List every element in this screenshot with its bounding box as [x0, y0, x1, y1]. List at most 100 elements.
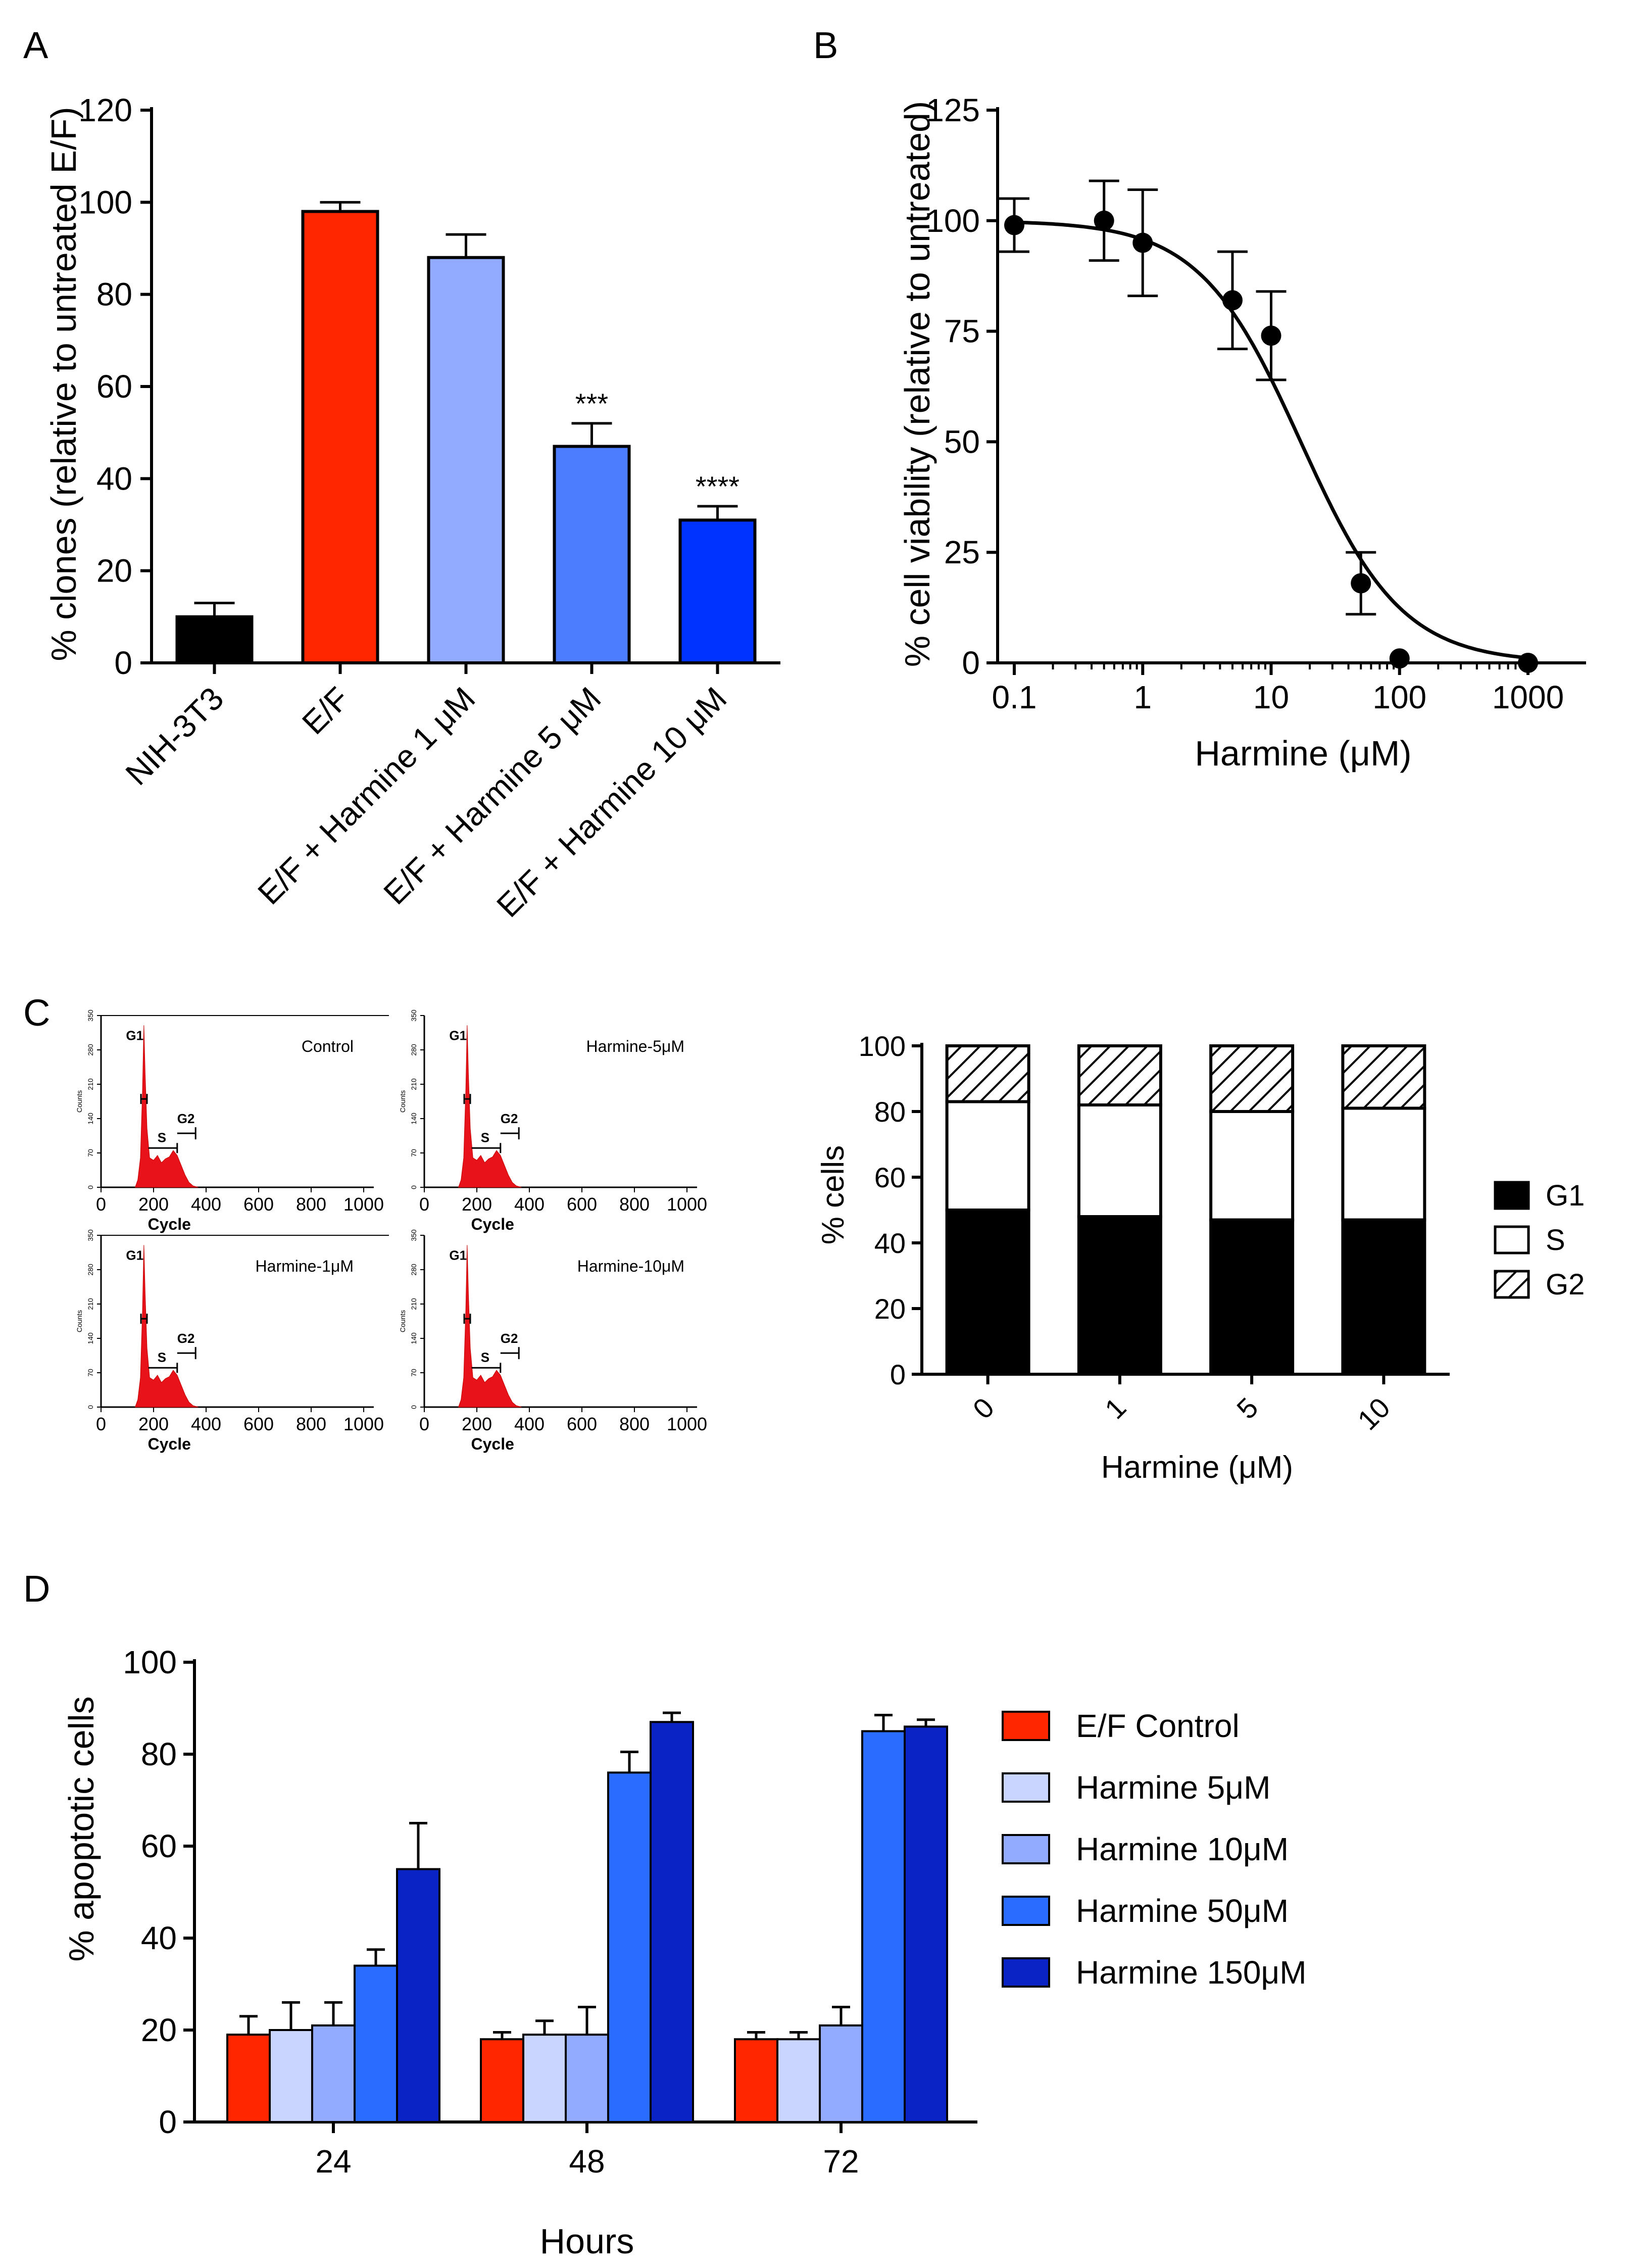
histogram-gate-g2-label: G2 — [177, 1111, 195, 1126]
histogram-gate-g1-label: G1 — [126, 1028, 143, 1043]
panel-a-bar-chart: % clones (relative to untreated E/F) 0 20… — [44, 92, 780, 924]
panel-b-y-tick-label: 75 — [944, 313, 980, 350]
histogram-y-tick-label: 0 — [410, 1405, 418, 1409]
panel-a-x-labels: NIH-3T3 E/FE/F + Harmine 1 μME/F + Harmin… — [119, 663, 733, 924]
panel-a-y-tick-label: 100 — [78, 184, 132, 220]
histogram-shape — [458, 1245, 522, 1408]
panel-d-legend-swatch — [1002, 1834, 1050, 1864]
histogram-y-tick-label: 70 — [86, 1369, 94, 1377]
panel-d-bar — [650, 1721, 694, 2124]
histogram-x-tick-label: 0 — [419, 1414, 429, 1434]
panel-c-bar-segment-g1 — [945, 1209, 1030, 1376]
panel-c-bar-segment-g1 — [1209, 1218, 1295, 1376]
histogram-y-tick-label: 140 — [410, 1113, 418, 1125]
panel-letter-c: C — [23, 992, 50, 1034]
panel-d-plot: 0 20 40 60 80 100 24 48 72 — [123, 1644, 977, 2180]
panel-b-data-point — [1094, 210, 1114, 231]
panel-b-data-point — [1518, 653, 1538, 673]
panel-c-xlabel: Harmine (μM) — [1101, 1450, 1293, 1485]
panel-a-x-tick-label: E/F + Harmine 1 μM — [251, 680, 482, 911]
panel-d-legend-label: Harmine 50μM — [1076, 1893, 1289, 1929]
panel-c-plot: 0 20 40 60 80 100 0 1 5 10 — [859, 1030, 1450, 1436]
histogram-gate-g2-label: G2 — [501, 1111, 518, 1126]
panel-b-ylabel: % cell viability (relative to untreated) — [898, 101, 937, 667]
panel-c-bar-segment-g1 — [1341, 1218, 1426, 1376]
panel-b-xlabel: Harmine (μM) — [1195, 734, 1411, 773]
panel-c-bar-segment-g2 — [1341, 1044, 1426, 1110]
histogram-x-tick-label: 200 — [138, 1414, 169, 1434]
histogram-title: Harmine-5μM — [586, 1037, 684, 1055]
panel-d-legend-swatch — [1002, 1711, 1050, 1741]
panel-b-x-tick-label: 1 — [1133, 679, 1152, 715]
histogram-gate-s-label: S — [158, 1349, 166, 1365]
histogram-y-tick-label: 350 — [410, 1229, 418, 1241]
histogram-gate-s-label: S — [481, 1130, 489, 1145]
panel-a-ylabel: % clones (relative to untreated E/F) — [44, 107, 83, 661]
panel-d-y-tick-label: 40 — [141, 1920, 177, 1956]
panel-d-bar — [480, 2038, 524, 2123]
histogram-y-tick-label: 350 — [86, 1009, 94, 1022]
panel-d-legend: E/F Control Harmine 5μM Harmine 10μM Harmin… — [1002, 1708, 1307, 1991]
histogram-xlabel: Cycle — [471, 1215, 514, 1233]
panel-c-legend-label: G1 — [1546, 1179, 1585, 1212]
histogram-gate-s-label: S — [481, 1349, 489, 1365]
panel-b-x-tick-label: 0.1 — [992, 679, 1037, 715]
histogram-panel: 0 70 140 210 280 350 Counts 0 200 400 600 800 1000 Cy… — [75, 1009, 389, 1233]
panel-c-legend-swatch — [1494, 1225, 1530, 1254]
panel-a-y-tick-label: 80 — [96, 276, 132, 313]
histogram-xlabel: Cycle — [471, 1435, 514, 1453]
histogram-x-tick-label: 0 — [96, 1194, 106, 1215]
panel-d-bar — [734, 2038, 778, 2123]
panel-c-bar-segment-g2 — [945, 1044, 1030, 1103]
panel-d-bar — [819, 2024, 863, 2123]
histogram-y-tick-label: 140 — [410, 1332, 418, 1344]
histogram-title: Harmine-1μM — [256, 1257, 354, 1275]
panel-d-legend-label: Harmine 150μM — [1076, 1954, 1307, 1991]
panel-d-legend-label: Harmine 10μM — [1076, 1831, 1289, 1867]
histogram-x-tick-label: 800 — [296, 1194, 326, 1215]
histogram-gate-s-label: S — [158, 1130, 166, 1145]
histogram-shape — [458, 1025, 522, 1188]
panel-a-y-ticks: 0 20 40 60 80 100 120 — [78, 92, 780, 681]
panel-c-ylabel: % cells — [816, 1145, 851, 1244]
panel-d-bar — [269, 2029, 313, 2123]
panel-d-y-tick-label: 80 — [141, 1736, 177, 1772]
panel-d-legend-swatch — [1002, 1957, 1050, 1988]
panel-c-stacked-bar: % cells Harmine (μM) 0 20 40 60 80 100 0 1 5 10 G… — [816, 1030, 1585, 1485]
panel-c-histograms: 0 70 140 210 280 350 Counts 0 200 400 600 800 1000 Cy… — [75, 1009, 707, 1453]
panel-b-y-tick-label: 100 — [926, 203, 980, 239]
histogram-panel: 0 70 140 210 280 350 Counts 0 200 400 600 800 1000 Cy… — [399, 1229, 707, 1453]
panel-a-x-tick-label: NIH-3T3 — [119, 680, 231, 792]
panel-d-bar — [226, 2034, 271, 2124]
panel-d-legend-label: E/F Control — [1076, 1708, 1240, 1744]
panel-a-significance: *** — [575, 388, 608, 419]
panel-a-y-tick-label: 60 — [96, 368, 132, 405]
panel-b-x-tick-label: 1000 — [1492, 679, 1564, 715]
histogram-x-tick-label: 1000 — [667, 1414, 707, 1434]
panel-d-bar — [396, 1868, 440, 2123]
histogram-x-tick-label: 1000 — [667, 1194, 707, 1215]
panel-b-y-tick-label: 50 — [944, 423, 980, 460]
panel-b-data-point — [1261, 325, 1281, 346]
histogram-x-tick-label: 600 — [567, 1414, 597, 1434]
panel-c-legend-swatch — [1494, 1270, 1530, 1299]
panel-d-x-tick-label: 48 — [569, 2143, 605, 2180]
histogram-x-tick-label: 400 — [191, 1194, 221, 1215]
panel-d-bar — [776, 2038, 821, 2123]
panel-letter-a: A — [23, 24, 48, 66]
panel-d-y-tick-label: 60 — [141, 1828, 177, 1864]
histogram-y-tick-label: 210 — [410, 1298, 418, 1310]
panel-c-bar-segment-g2 — [1077, 1044, 1162, 1106]
panel-b-x-tick-label: 100 — [1372, 679, 1426, 715]
panel-c-legend-label: S — [1546, 1224, 1565, 1257]
panel-a-x-tick-label: E/F + Harmine 10 μM — [489, 680, 733, 924]
panel-b-y-tick-label: 0 — [962, 645, 980, 681]
histogram-gate-g1-label: G1 — [449, 1028, 467, 1043]
panel-a-y-tick-label: 20 — [96, 553, 132, 589]
histogram-x-tick-label: 600 — [243, 1414, 274, 1434]
panel-a-significance: **** — [696, 470, 739, 502]
histogram-x-tick-label: 0 — [96, 1414, 106, 1434]
histogram-y-tick-label: 70 — [410, 1369, 418, 1377]
panel-d-bar — [522, 2034, 567, 2124]
